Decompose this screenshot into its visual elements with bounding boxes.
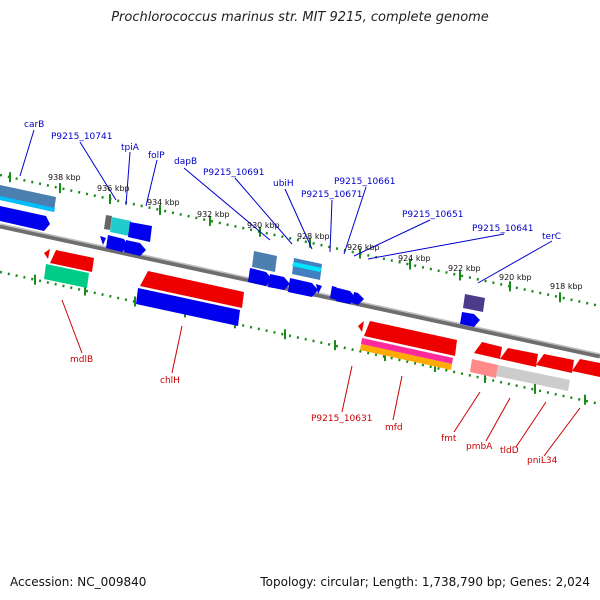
scale-label: 936 kbp xyxy=(97,184,130,193)
feature-fmt-tldD-block[interactable] xyxy=(470,342,600,391)
gene-label-pmbA[interactable]: pmbA xyxy=(466,442,493,452)
scale-label: 930 kbp xyxy=(247,221,280,230)
gene-label-p9215-10641[interactable]: P9215_10641 xyxy=(472,224,533,234)
scale-label: 924 kbp xyxy=(398,254,431,263)
gene-label-dapB[interactable]: dapB xyxy=(174,157,197,167)
gene-label-ubiH[interactable]: ubiH xyxy=(273,179,294,189)
feature-chlH-block[interactable] xyxy=(136,271,244,326)
gene-label-chlH[interactable]: chlH xyxy=(160,376,180,386)
gene-label-p9215-10631[interactable]: P9215_10631 xyxy=(311,414,372,424)
scale-label: 918 kbp xyxy=(550,282,583,291)
accession-text: Accession: NC_009840 xyxy=(10,575,147,589)
feature-dapB-block[interactable] xyxy=(248,251,364,305)
gene-label-p9215-10671[interactable]: P9215_10671 xyxy=(301,190,362,200)
gene-label-tpiA[interactable]: tpiA xyxy=(121,143,140,153)
gene-label-p9215-10691[interactable]: P9215_10691 xyxy=(203,168,264,178)
scale-label: 928 kbp xyxy=(297,232,330,241)
gene-label-mdlB[interactable]: mdlB xyxy=(70,355,93,365)
gene-label-mfd[interactable]: mfd xyxy=(385,423,403,433)
topology-text: Topology: circular; Length: 1,738,790 bp… xyxy=(260,575,590,589)
scale-label: 932 kbp xyxy=(197,210,230,219)
gene-label-p9215-10661[interactable]: P9215_10661 xyxy=(334,177,395,187)
gene-label-fmt[interactable]: fmt xyxy=(441,434,457,444)
feature-mfd-block[interactable] xyxy=(358,321,457,370)
gene-label-tldD[interactable]: tldD xyxy=(500,446,519,456)
map-title: Prochlorococcus marinus str. MIT 9215, c… xyxy=(111,10,489,25)
minus-strand-labels: mdlB chlH P9215_10631 mfd fmt pmbA tldD … xyxy=(70,355,558,466)
feature-tpiA-block[interactable] xyxy=(100,215,152,256)
scale-label: 920 kbp xyxy=(499,273,532,282)
scale-label: 934 kbp xyxy=(147,198,180,207)
gene-label-folP[interactable]: folP xyxy=(148,151,165,161)
scale-label: 938 kbp xyxy=(48,173,81,182)
feature-terC-block[interactable] xyxy=(460,294,485,327)
gene-label-carB[interactable]: carB xyxy=(24,120,44,130)
gene-label-pniL34[interactable]: pniL34 xyxy=(527,456,558,466)
scale-label: 926 kbp xyxy=(347,243,380,252)
label-leaders xyxy=(19,129,581,457)
feature-carB-block[interactable] xyxy=(0,185,56,231)
gene-label-terC[interactable]: terC xyxy=(542,232,561,242)
plus-strand-labels: carB P9215_10741 tpiA folP dapB P9215_10… xyxy=(24,120,561,242)
scale-label: 922 kbp xyxy=(448,264,481,273)
scale-labels: 938 kbp 936 kbp 934 kbp 932 kbp 930 kbp … xyxy=(48,173,583,291)
gene-label-p9215-10651[interactable]: P9215_10651 xyxy=(402,210,463,220)
gene-label-p9215-10741[interactable]: P9215_10741 xyxy=(51,132,112,142)
feature-mdlB-block[interactable] xyxy=(44,249,94,288)
